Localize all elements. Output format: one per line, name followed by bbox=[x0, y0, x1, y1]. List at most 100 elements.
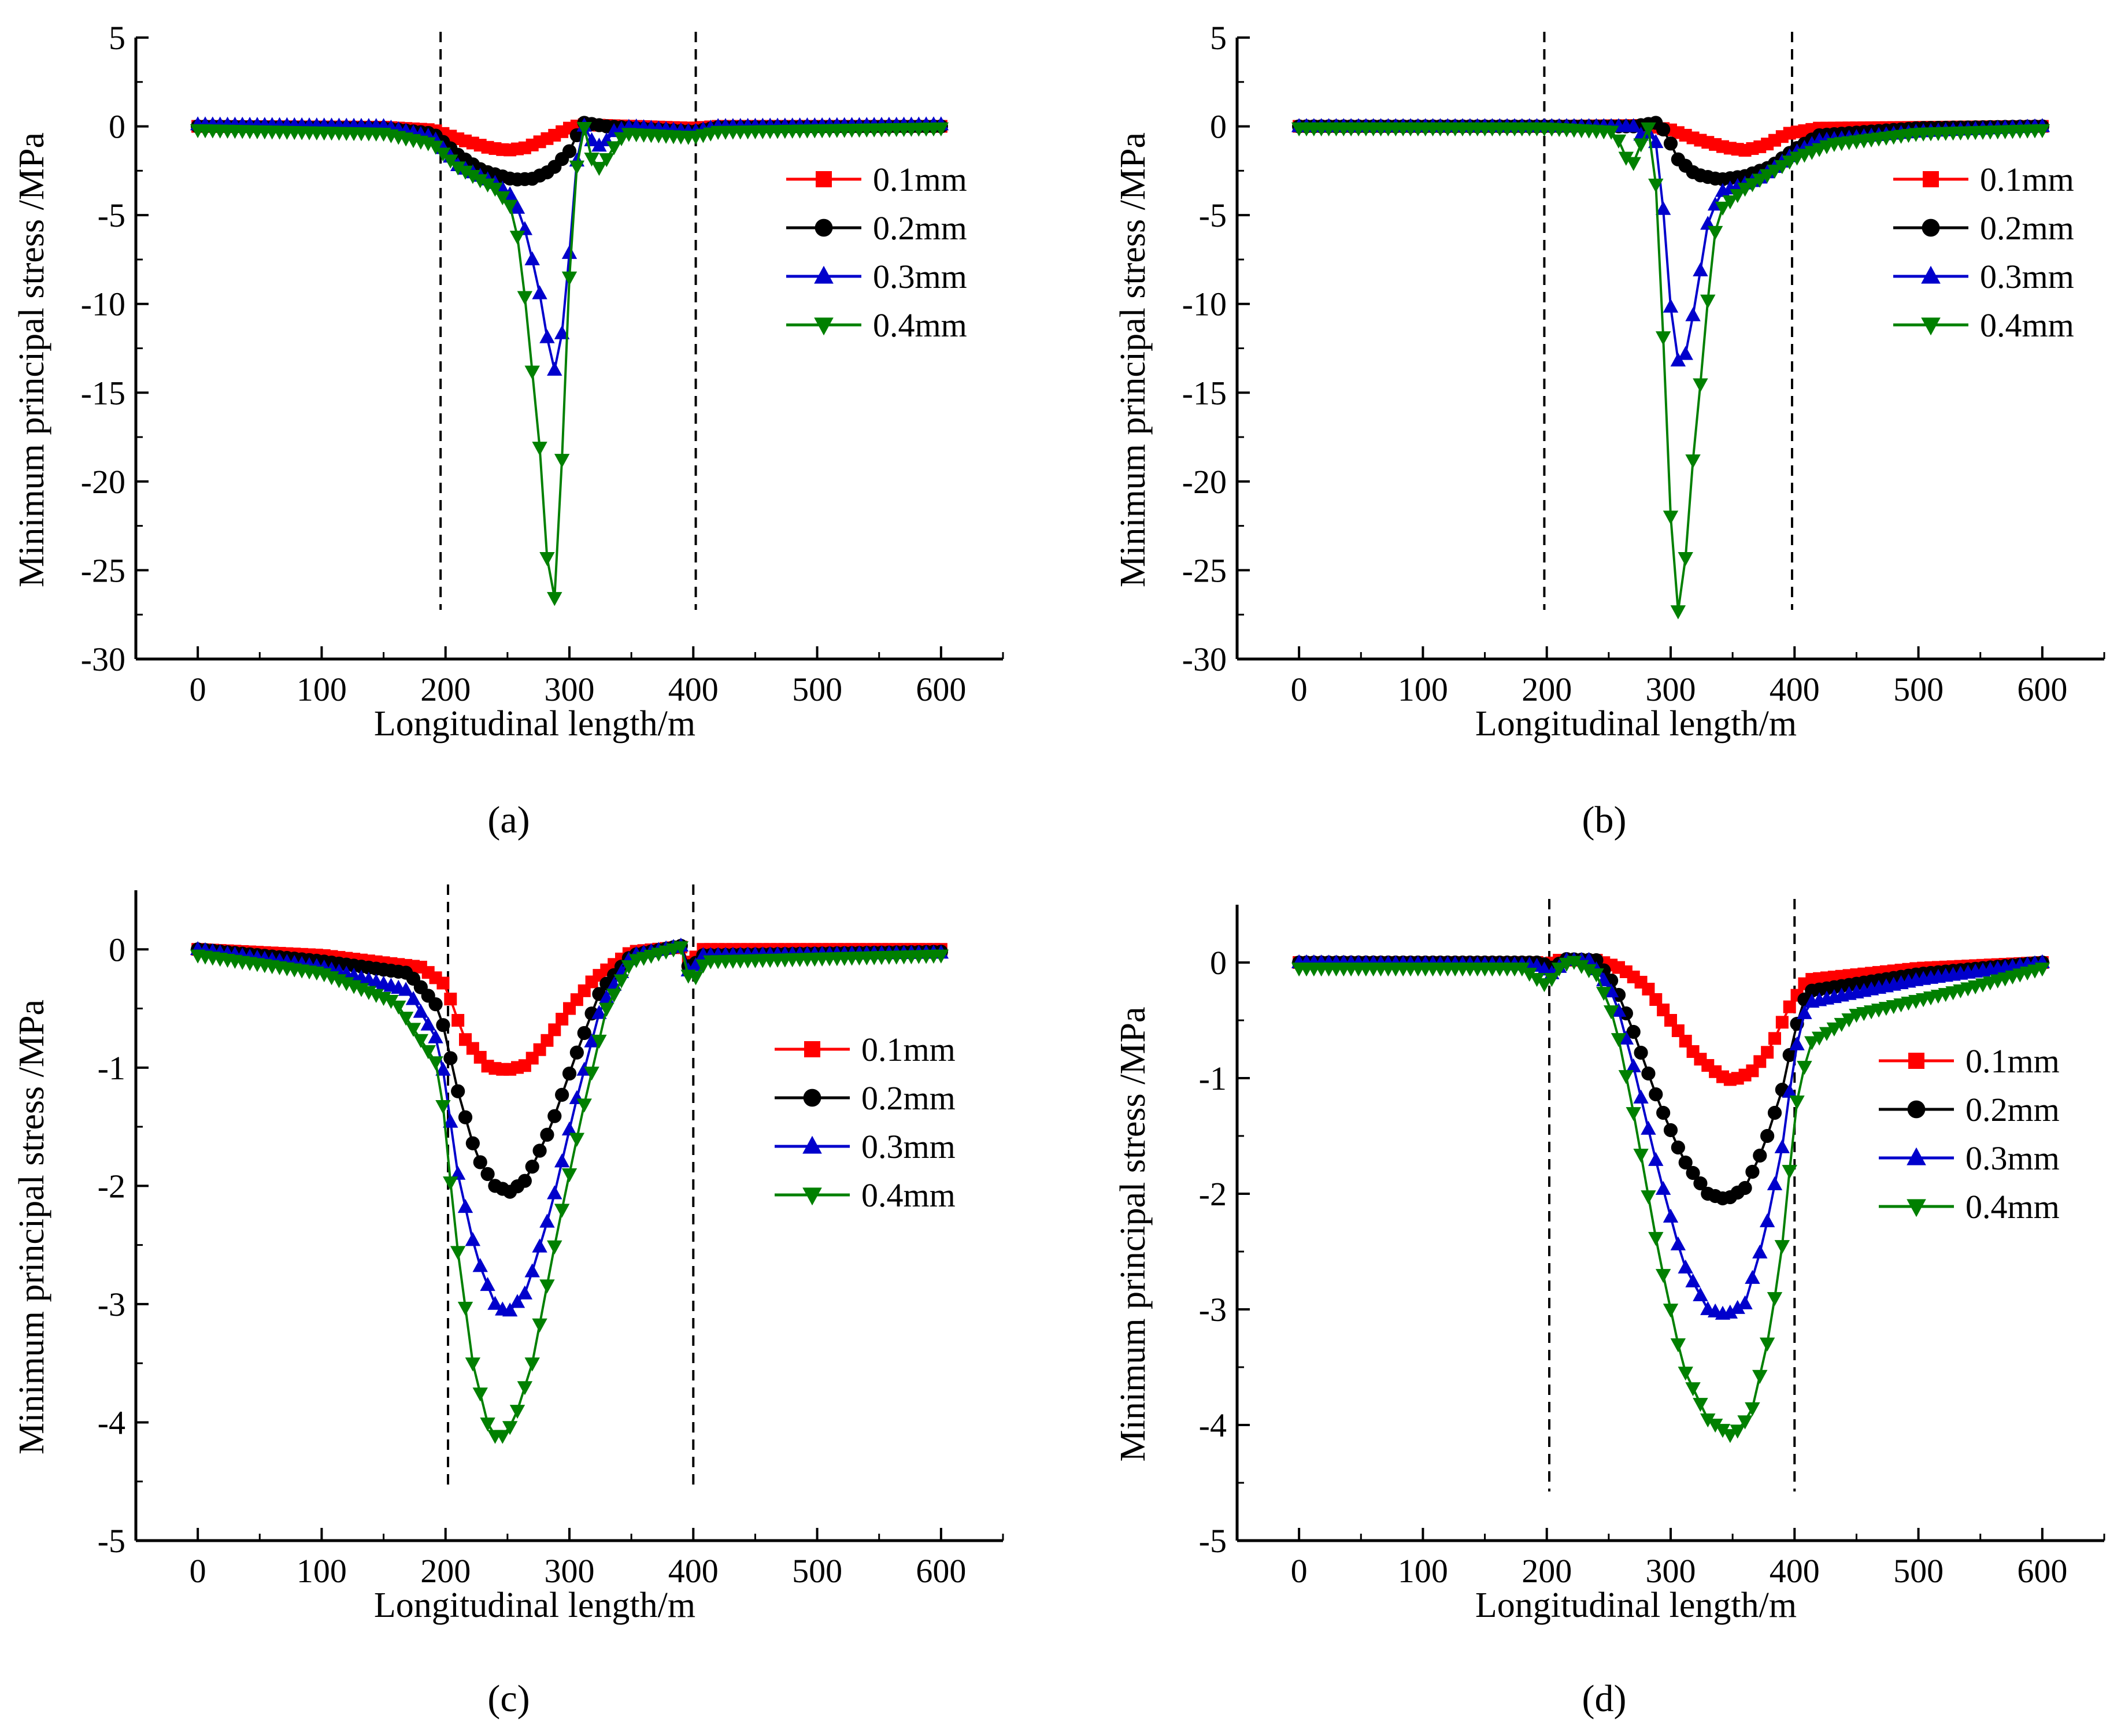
data-point bbox=[1648, 1152, 1664, 1166]
data-point bbox=[1611, 134, 1627, 149]
data-point bbox=[1678, 1367, 1693, 1381]
data-point bbox=[554, 1204, 570, 1218]
data-point bbox=[1745, 1402, 1760, 1416]
data-point bbox=[1685, 1382, 1701, 1397]
data-point bbox=[1589, 968, 1604, 983]
x-tick-label: 500 bbox=[792, 671, 842, 708]
data-point bbox=[1670, 1236, 1686, 1250]
data-point bbox=[428, 1029, 443, 1043]
data-point bbox=[1626, 118, 1641, 132]
y-axis-label: Minimum principal stress /MPa bbox=[12, 1000, 51, 1454]
data-point bbox=[1642, 983, 1655, 995]
data-point bbox=[1685, 307, 1701, 321]
data-point bbox=[1633, 138, 1649, 153]
y-tick-label: -15 bbox=[1182, 374, 1227, 412]
data-point bbox=[539, 1213, 555, 1228]
data-point bbox=[584, 1033, 599, 1047]
y-tick-label: 0 bbox=[1210, 944, 1227, 982]
data-point bbox=[1782, 1083, 1797, 1098]
data-point bbox=[576, 121, 592, 136]
x-tick-label: 300 bbox=[1646, 1552, 1696, 1590]
data-point bbox=[1715, 1424, 1731, 1438]
x-axis-label: Longitudinal length/m bbox=[1475, 1586, 1797, 1625]
data-point bbox=[443, 1176, 458, 1191]
data-point bbox=[1811, 1031, 1827, 1046]
data-point bbox=[525, 1160, 539, 1174]
data-point bbox=[1656, 1105, 1671, 1120]
data-point bbox=[591, 162, 607, 176]
data-point bbox=[1759, 1337, 1775, 1352]
data-point bbox=[1633, 1089, 1649, 1104]
data-point bbox=[472, 1387, 488, 1402]
x-tick-label: 600 bbox=[2017, 671, 2067, 708]
chart-panel-a: 0 100 200 300 400 500 600 5 0 -5 -10 -15 -20 -25 -30 Lo… bbox=[12, 19, 1004, 841]
data-point bbox=[1774, 1139, 1790, 1153]
data-point bbox=[509, 199, 525, 214]
data-point bbox=[1841, 1013, 1857, 1028]
legend-label: 0.3mm bbox=[1980, 258, 2074, 295]
series-0.4mm bbox=[1291, 956, 2050, 1443]
y-tick-label: -25 bbox=[1182, 551, 1227, 589]
legend-marker bbox=[1921, 265, 1941, 284]
data-point bbox=[1649, 1087, 1663, 1102]
data-point bbox=[391, 1000, 406, 1015]
data-point bbox=[1663, 298, 1679, 313]
data-point bbox=[1537, 978, 1552, 993]
data-point bbox=[1648, 179, 1664, 193]
chart-panel-b: 0 100 200 300 400 500 600 5 0 -5 -10 -15 -20 -25 -30 Lo… bbox=[1113, 19, 2105, 841]
data-point bbox=[502, 199, 518, 214]
y-tick-label: -5 bbox=[1199, 197, 1227, 234]
data-point bbox=[673, 941, 689, 956]
x-tick-label: 200 bbox=[420, 1552, 471, 1590]
data-point bbox=[1633, 1149, 1649, 1163]
data-point bbox=[554, 1153, 570, 1168]
data-point bbox=[1611, 1002, 1627, 1017]
data-point bbox=[1581, 964, 1597, 979]
data-point bbox=[1753, 1148, 1767, 1163]
data-point bbox=[1797, 1061, 1812, 1075]
legend-marker bbox=[803, 1089, 821, 1107]
legend-marker bbox=[1907, 1199, 1926, 1217]
data-point bbox=[1663, 510, 1679, 525]
legend: 0.1mm 0.2mm 0.3mm 0.4mm bbox=[1879, 1042, 2060, 1226]
data-point bbox=[1685, 454, 1701, 469]
data-point bbox=[591, 1034, 607, 1049]
data-point bbox=[472, 1258, 488, 1272]
data-point bbox=[532, 1143, 547, 1158]
x-tick-label: 600 bbox=[2017, 1552, 2067, 1590]
data-point bbox=[1745, 1269, 1760, 1284]
data-point bbox=[1745, 1164, 1760, 1179]
data-point bbox=[1759, 169, 1775, 183]
data-point bbox=[599, 153, 615, 168]
data-point bbox=[428, 1056, 443, 1071]
data-point bbox=[1752, 1244, 1768, 1258]
legend-label: 0.3mm bbox=[861, 1128, 956, 1165]
data-point bbox=[487, 1295, 503, 1310]
data-point bbox=[502, 1302, 518, 1317]
x-axis-label: Longitudinal length/m bbox=[1475, 704, 1797, 743]
y-tick-label: -2 bbox=[98, 1167, 125, 1205]
x-axis-label: Longitudinal length/m bbox=[374, 704, 695, 743]
y-tick-label: 5 bbox=[109, 19, 125, 57]
data-point bbox=[1761, 1046, 1774, 1059]
chart-panel-c: 0 100 200 300 400 500 600 0 -1 -2 -3 -4 -5 Longitudin… bbox=[12, 884, 1004, 1720]
data-point bbox=[457, 165, 473, 180]
data-point bbox=[1641, 122, 1656, 136]
data-point bbox=[556, 1012, 569, 1026]
data-point bbox=[1566, 956, 1582, 970]
data-point bbox=[1626, 157, 1641, 171]
y-tick-label: -3 bbox=[1199, 1291, 1227, 1328]
data-point bbox=[1693, 1398, 1708, 1412]
data-point bbox=[1722, 1304, 1738, 1319]
data-point bbox=[1834, 1017, 1849, 1032]
series-0.4mm bbox=[190, 941, 949, 1444]
data-point bbox=[532, 1238, 547, 1253]
data-point bbox=[1722, 195, 1738, 210]
legend-label: 0.2mm bbox=[1965, 1091, 2060, 1128]
data-point bbox=[1641, 1120, 1656, 1135]
data-point bbox=[1730, 1300, 1745, 1314]
y-axis-label: Minimum principal stress /MPa bbox=[1113, 1006, 1153, 1461]
data-point bbox=[1648, 1232, 1664, 1246]
data-point bbox=[457, 1301, 473, 1316]
panel-label: (c) bbox=[487, 1678, 530, 1720]
